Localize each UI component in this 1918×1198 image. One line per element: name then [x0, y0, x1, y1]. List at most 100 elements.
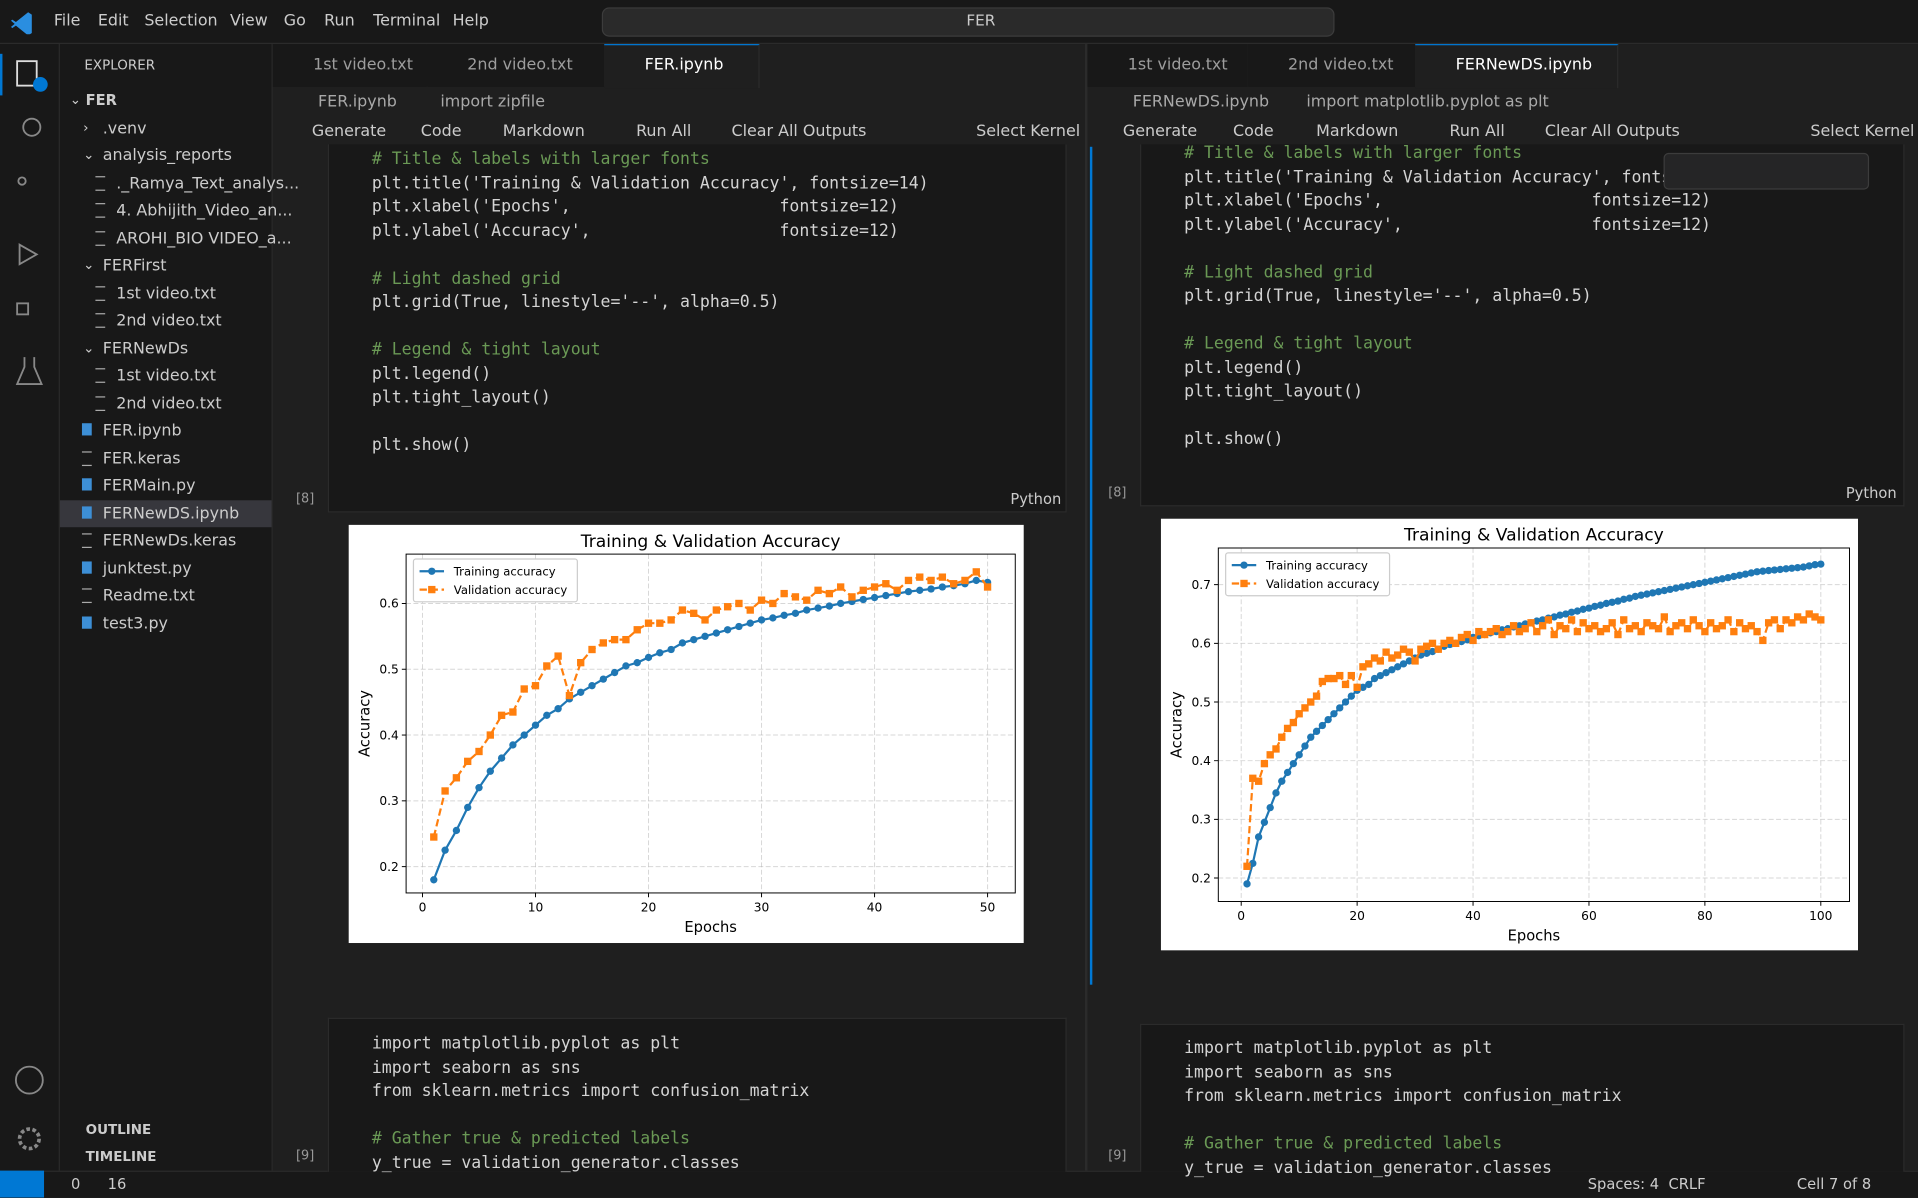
toolbar-button[interactable]: Clear All Outputs: [1544, 122, 1680, 141]
toolbar-button[interactable]: Select Kernel: [976, 122, 1081, 141]
marker: [882, 591, 890, 600]
status-item[interactable]: Spaces: 4: [1587, 1175, 1660, 1193]
tab[interactable]: [1087, 44, 1249, 87]
breadcrumb[interactable]: FERNewDS.ipynb: [1132, 92, 1270, 112]
toolbar-button[interactable]: Markdown: [1316, 122, 1399, 141]
section-header[interactable]: TIMELINE: [85, 1148, 157, 1165]
status-item[interactable]: 0: [70, 1175, 81, 1193]
breadcrumb[interactable]: FER.ipynb: [318, 92, 397, 112]
file-label[interactable]: FERNewDs.keras: [102, 532, 237, 551]
marker: [814, 604, 822, 612]
tab[interactable]: [604, 44, 760, 89]
file-label[interactable]: 2nd video.txt: [116, 394, 222, 413]
account-icon[interactable]: [14, 1065, 44, 1095]
menu-item[interactable]: Terminal: [373, 12, 441, 31]
file-label[interactable]: ._Ramya_Text_analys...: [116, 174, 300, 193]
x-tick-label: 20: [641, 900, 657, 914]
file-label[interactable]: FERNewDS.ipynb: [102, 504, 240, 523]
marker: [803, 606, 811, 614]
menu-item[interactable]: Selection: [144, 12, 218, 31]
toolbar-button[interactable]: Run All: [636, 122, 692, 141]
file-label[interactable]: FERMain.py: [102, 477, 196, 496]
file-label[interactable]: test3.py: [102, 614, 168, 634]
marker: [497, 754, 506, 762]
search-icon[interactable]: [22, 117, 42, 137]
toolbar-button[interactable]: Select Kernel: [1810, 122, 1915, 141]
menu-item[interactable]: Edit: [97, 12, 129, 31]
toolbar-button[interactable]: Generate: [311, 122, 387, 141]
marker: [1428, 639, 1437, 648]
extensions-icon[interactable]: [16, 302, 30, 316]
menu-item[interactable]: Help: [452, 12, 489, 31]
status-item[interactable]: CRLF: [1668, 1175, 1706, 1193]
chart: 0 20 40 60 80 100 0.2 0.3 0.4 0.5 0.6 0.7 Training &…: [1160, 518, 1859, 951]
marker: [1382, 648, 1390, 656]
folder-label[interactable]: FERNewDs: [102, 339, 189, 358]
testing-icon[interactable]: [15, 357, 43, 386]
marker: [1683, 582, 1692, 590]
search-box[interactable]: [601, 7, 1335, 37]
toolbar-button[interactable]: Run All: [1449, 122, 1505, 141]
marker: [633, 626, 641, 634]
remote-indicator[interactable]: [0, 1170, 45, 1198]
marker: [1289, 759, 1298, 768]
tab-label[interactable]: FER.ipynb: [644, 56, 724, 75]
menu-item[interactable]: View: [229, 12, 268, 31]
file-label[interactable]: FER.ipynb: [102, 422, 182, 441]
file-label[interactable]: 1st video.txt: [116, 366, 216, 386]
toolbar-button[interactable]: Code: [420, 122, 462, 141]
file-label[interactable]: 1st video.txt: [116, 284, 216, 303]
status-item[interactable]: Cell 7 of 8: [1796, 1175, 1872, 1193]
marker: [916, 573, 924, 581]
run-icon[interactable]: [18, 243, 39, 266]
toolbar-button[interactable]: Markdown: [502, 122, 585, 141]
tab-label[interactable]: 1st video.txt: [1127, 56, 1228, 75]
file-label[interactable]: 4. Abhijith_Video_an...: [116, 201, 293, 221]
breadcrumb[interactable]: import zipfile: [440, 92, 545, 112]
section-header[interactable]: OUTLINE: [85, 1121, 152, 1138]
marker: [1730, 572, 1738, 581]
file-label[interactable]: 2nd video.txt: [116, 311, 222, 331]
settings-icon[interactable]: [17, 1127, 41, 1151]
cell-toolbar[interactable]: [1663, 152, 1870, 190]
marker: [1666, 585, 1674, 594]
marker: [1278, 777, 1286, 785]
toolbar-button[interactable]: Clear All Outputs: [731, 122, 867, 141]
file-label[interactable]: FER.keras: [102, 449, 181, 468]
folder-label[interactable]: FER: [85, 91, 117, 109]
folder-label[interactable]: analysis_reports: [102, 146, 232, 166]
toolbar-button[interactable]: Code: [1232, 122, 1274, 141]
x-axis-label: Epochs: [1508, 928, 1561, 945]
marker: [791, 609, 800, 617]
marker: [1753, 627, 1761, 636]
menu-item[interactable]: Go: [283, 12, 306, 31]
file-label[interactable]: Readme.txt: [102, 587, 195, 606]
file-label[interactable]: AROHI_BIO VIDEO_a...: [116, 229, 292, 248]
marker: [1312, 727, 1321, 736]
marker: [430, 876, 438, 884]
explorer-icon[interactable]: [16, 60, 38, 87]
breadcrumb[interactable]: import matplotlib.pyplot as plt: [1306, 92, 1549, 112]
status-item[interactable]: 16: [107, 1175, 127, 1193]
toolbar-button[interactable]: Generate: [1122, 122, 1198, 141]
tab[interactable]: [426, 44, 606, 87]
tab-label[interactable]: 1st video.txt: [313, 56, 413, 75]
scm-icon[interactable]: [17, 176, 27, 186]
y-tick-label: 0.3: [379, 794, 398, 808]
menu-item[interactable]: Run: [324, 12, 355, 31]
file-label[interactable]: junktest.py: [102, 559, 192, 578]
folder-label[interactable]: .venv: [102, 119, 147, 138]
marker: [509, 708, 517, 716]
cell-language[interactable]: Python: [1845, 484, 1897, 502]
menu-item[interactable]: File: [53, 12, 81, 31]
marker: [690, 635, 698, 644]
code-line: plt.ylabel('Accuracy', fontsize=12): [1184, 214, 1712, 235]
code-line: plt.tight_layout(): [371, 387, 551, 408]
cell-language[interactable]: Python: [1010, 490, 1062, 508]
tab[interactable]: [1415, 44, 1619, 89]
tab-label[interactable]: FERNewDS.ipynb: [1455, 56, 1593, 75]
tab-label[interactable]: 2nd video.txt: [467, 56, 573, 75]
tab-label[interactable]: 2nd video.txt: [1288, 56, 1394, 75]
folder-label[interactable]: FERFirst: [102, 256, 167, 276]
tab[interactable]: [272, 44, 429, 87]
